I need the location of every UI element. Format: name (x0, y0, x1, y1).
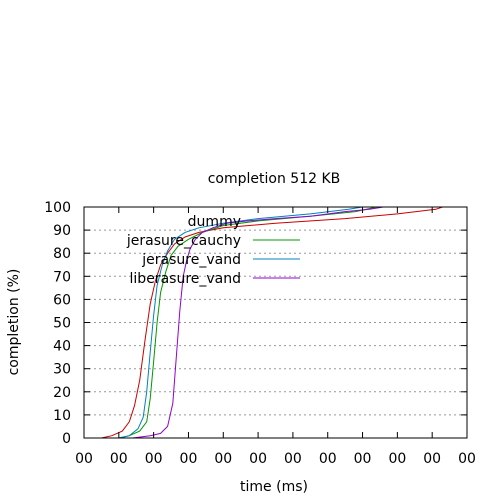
y-tick-label: 30 (53, 362, 71, 378)
y-tick-label: 10 (53, 408, 71, 424)
legend-label: jerasure_vand (141, 252, 241, 268)
x-tick-label: 00 (388, 451, 406, 467)
x-axis-label: time (ms) (240, 479, 308, 495)
x-tick-label: 00 (75, 451, 93, 467)
x-tick-label: 00 (423, 451, 441, 467)
legend-label: liberasure_vand (130, 271, 241, 287)
series-layer (101, 206, 443, 439)
x-tick-label: 00 (110, 451, 128, 467)
x-tick-label: 00 (214, 451, 232, 467)
legend-label: jerasure_cauchy (126, 233, 241, 249)
y-tick-label: 90 (53, 223, 71, 239)
x-tick-label: 00 (249, 451, 267, 467)
series-line-liberasure-vand (132, 206, 384, 439)
legend: dummy jerasure_cauchy jerasure_vandliberas… (126, 214, 300, 287)
y-tick-label: 60 (53, 292, 71, 308)
y-tick-label: 70 (53, 269, 71, 285)
grid-layer (84, 229, 467, 416)
axis-ticks: 0 10 20 30 40 50 60 70 80 90 100 00 00 00 00 00 00 00 00 00… (44, 200, 476, 467)
legend-label: dummy (188, 214, 241, 230)
y-axis-label: completion (%) (6, 269, 22, 376)
chart-title: completion 512 KB (208, 171, 341, 187)
series-line-jerasure-cauchy (118, 206, 377, 439)
y-tick-label: 50 (53, 316, 71, 332)
x-tick-label: 00 (180, 451, 198, 467)
x-tick-label: 00 (284, 451, 302, 467)
y-tick-label: 100 (44, 200, 71, 216)
y-tick-label: 20 (53, 385, 71, 401)
y-tick-label: 0 (62, 431, 71, 447)
x-tick-label: 00 (354, 451, 372, 467)
x-tick-label: 00 (319, 451, 337, 467)
y-tick-label: 40 (53, 339, 71, 355)
y-tick-label: 80 (53, 246, 71, 262)
series-line-jerasure-vand (118, 206, 363, 439)
x-tick-label: 00 (145, 451, 163, 467)
x-tick-label: 00 (458, 451, 476, 467)
